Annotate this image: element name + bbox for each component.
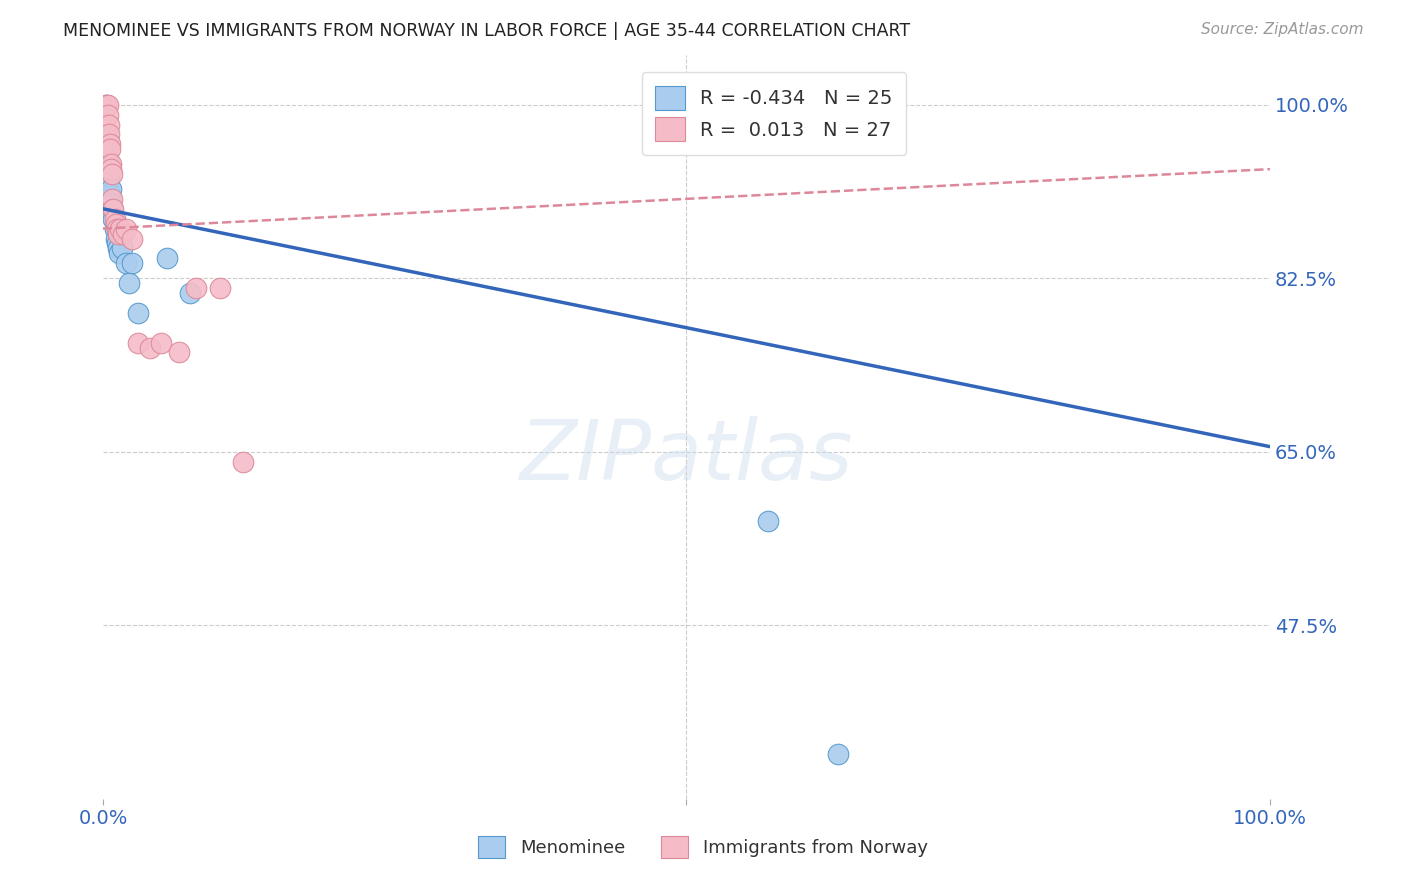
Text: ZIPatlas: ZIPatlas <box>520 416 853 497</box>
Point <box>208 281 231 295</box>
Point <box>97 107 120 121</box>
Point <box>121 256 143 270</box>
Point <box>105 236 128 251</box>
Point <box>98 142 121 156</box>
Point <box>756 514 779 528</box>
Point <box>103 202 125 216</box>
Point <box>108 246 131 260</box>
Point <box>115 256 138 270</box>
Point <box>827 747 849 761</box>
Point <box>98 186 121 201</box>
Point <box>179 286 201 301</box>
Point <box>97 152 120 166</box>
Text: Source: ZipAtlas.com: Source: ZipAtlas.com <box>1201 22 1364 37</box>
Point <box>103 211 125 226</box>
Point <box>101 167 124 181</box>
Point <box>138 341 160 355</box>
Point <box>121 231 143 245</box>
Point <box>100 162 122 177</box>
Point <box>97 118 120 132</box>
Point <box>150 335 173 350</box>
Point <box>107 227 129 241</box>
Point <box>97 128 120 142</box>
Point <box>97 97 120 112</box>
Point <box>96 97 118 112</box>
Point <box>167 345 190 359</box>
Point <box>127 306 149 320</box>
Point <box>100 182 122 196</box>
Point <box>232 454 254 468</box>
Point <box>115 221 138 235</box>
Point <box>104 217 127 231</box>
Point <box>97 162 120 177</box>
Point <box>105 221 128 235</box>
Point <box>110 221 132 235</box>
Point <box>127 335 149 350</box>
Point <box>117 276 139 290</box>
Point <box>111 227 134 241</box>
Point <box>96 97 118 112</box>
Point <box>104 211 127 226</box>
Point <box>104 221 127 235</box>
Legend: R = -0.434   N = 25, R =  0.013   N = 27: R = -0.434 N = 25, R = 0.013 N = 27 <box>641 72 905 154</box>
Point <box>101 202 124 216</box>
Text: MENOMINEE VS IMMIGRANTS FROM NORWAY IN LABOR FORCE | AGE 35-44 CORRELATION CHART: MENOMINEE VS IMMIGRANTS FROM NORWAY IN L… <box>63 22 911 40</box>
Point <box>107 241 129 255</box>
Point <box>98 137 121 152</box>
Point <box>186 281 208 295</box>
Point <box>111 241 134 255</box>
Legend: Menominee, Immigrants from Norway: Menominee, Immigrants from Norway <box>464 822 942 872</box>
Point <box>100 157 122 171</box>
Point <box>156 252 179 266</box>
Point <box>100 196 122 211</box>
Point <box>97 172 120 186</box>
Point <box>101 192 124 206</box>
Point <box>110 227 132 241</box>
Point <box>97 132 120 146</box>
Point <box>104 231 127 245</box>
